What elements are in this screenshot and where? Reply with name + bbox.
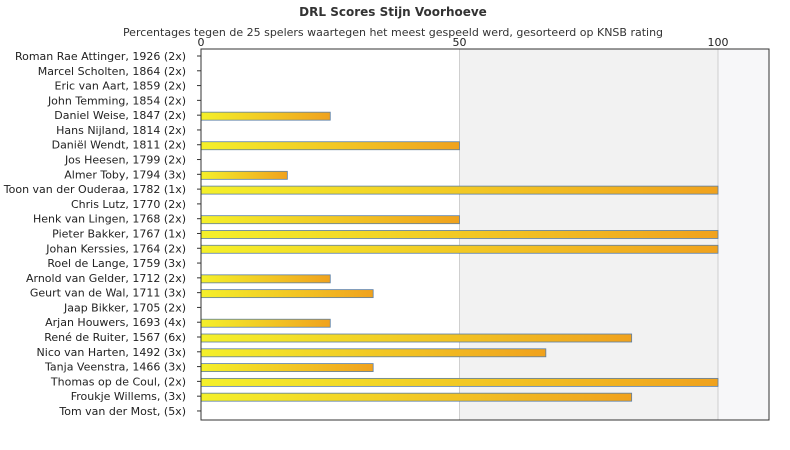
category-label: Tanja Veenstra, 1466 (3x) (44, 361, 186, 374)
category-label: Pieter Bakker, 1767 (1x) (52, 227, 186, 240)
bar (200, 289, 374, 299)
category-label: Geurt van de Wal, 1711 (3x) (30, 287, 186, 300)
bar (200, 392, 633, 402)
category-label: Arjan Houwers, 1693 (4x) (45, 316, 186, 329)
category-label: Tom van der Most, (5x) (58, 405, 186, 418)
bar (200, 170, 288, 180)
bar (200, 274, 331, 284)
bar (200, 348, 547, 358)
category-label: Toon van der Ouderaa, 1782 (1x) (3, 183, 186, 196)
category-label: Jos Heesen, 1799 (2x) (64, 154, 186, 167)
category-label: Roel de Lange, 1759 (3x) (47, 257, 186, 270)
category-label: Eric van Aart, 1859 (2x) (55, 80, 186, 93)
bar (200, 185, 719, 195)
plot-border (200, 48, 770, 421)
x-tick-label: 100 (708, 36, 729, 49)
category-label: Roman Rae Attinger, 1926 (2x) (15, 50, 186, 63)
bar (200, 215, 460, 225)
plot-band (718, 49, 769, 420)
chart-subtitle: Percentages tegen de 25 spelers waartege… (123, 26, 663, 39)
category-label: Thomas op de Coul, (2x) (50, 375, 186, 388)
category-label: Nico van Harten, 1492 (3x) (37, 346, 186, 359)
category-label: Henk van Lingen, 1768 (2x) (33, 213, 186, 226)
bar (200, 377, 719, 387)
category-label: Arnold van Gelder, 1712 (2x) (26, 272, 186, 285)
bar (200, 111, 331, 121)
category-label: René de Ruiter, 1567 (6x) (44, 331, 186, 344)
category-label: Hans Nijland, 1814 (2x) (56, 124, 186, 137)
bar (200, 141, 460, 151)
x-axis-ticks: 0 50 100 (198, 36, 729, 49)
category-label: Daniel Weise, 1847 (2x) (54, 109, 186, 122)
bar (200, 230, 719, 239)
chart-title: DRL Scores Stijn Voorhoeve (299, 5, 487, 19)
category-label: Froukje Willems, (3x) (71, 390, 186, 403)
plot-frame (200, 48, 770, 421)
category-label: Daniël Wendt, 1811 (2x) (52, 139, 186, 152)
bar (200, 318, 331, 328)
bar (200, 333, 633, 343)
bars (200, 111, 719, 402)
category-label: Almer Toby, 1794 (3x) (64, 168, 186, 181)
x-tick-label: 0 (198, 36, 205, 49)
category-label: John Temming, 1854 (2x) (47, 94, 186, 107)
category-label: Marcel Scholten, 1864 (2x) (38, 65, 186, 78)
category-label: Chris Lutz, 1770 (2x) (71, 198, 186, 211)
bar (200, 244, 719, 254)
category-label: Johan Kerssies, 1764 (2x) (45, 242, 186, 255)
category-label: Jaap Bikker, 1705 (2x) (63, 301, 186, 314)
x-tick-label: 50 (453, 36, 467, 49)
bar (200, 363, 374, 372)
category-labels: Roman Rae Attinger, 1926 (2x) Marcel Scho… (3, 50, 201, 418)
